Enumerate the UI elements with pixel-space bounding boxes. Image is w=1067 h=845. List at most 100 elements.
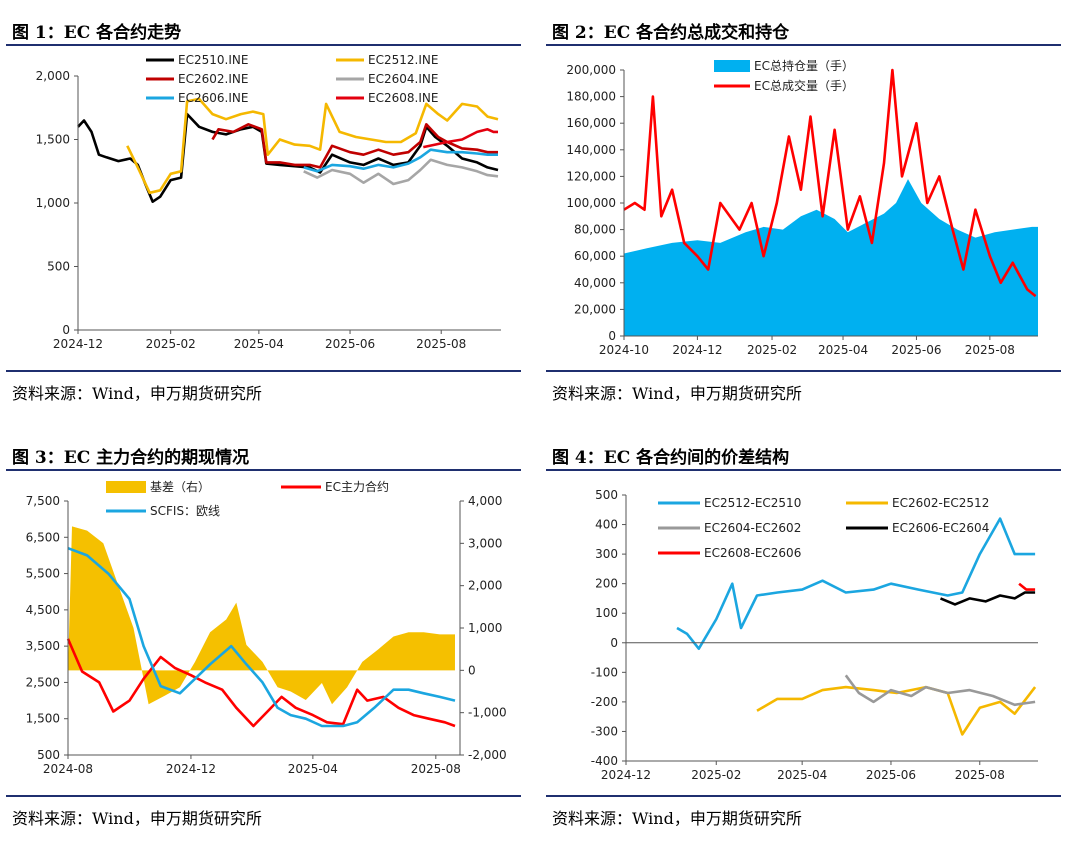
source-rule xyxy=(546,795,1061,797)
x-tick-label: 2024-10 xyxy=(599,343,649,357)
chart-panel-3: 图 3：EC 主力合约的期现情况 500 1,500 2,500 3,500 4,500… xyxy=(6,425,521,845)
source-rule xyxy=(546,370,1061,372)
y2-tick-label: -1,000 xyxy=(468,706,507,720)
x-tick-label: 2025-04 xyxy=(777,768,827,782)
series-line xyxy=(303,148,498,173)
legend-label: EC2606.INE xyxy=(178,91,248,105)
y-tick-label: 120,000 xyxy=(566,169,616,183)
chart-plot: -400 -300 -200 -100 0 100 200 300 400 500 2024-12 2… xyxy=(591,488,1038,782)
series-line xyxy=(623,68,1037,298)
y-tick-label: 80,000 xyxy=(574,223,616,237)
title-rule xyxy=(546,469,1061,471)
legend-label: SCFIS：欧线 xyxy=(150,504,220,518)
y2-tick-label: 3,000 xyxy=(468,536,502,550)
y-tick-label: 200 xyxy=(595,577,618,591)
series-line xyxy=(940,591,1036,606)
series-line xyxy=(676,517,1036,650)
x-tick-label: 2025-04 xyxy=(288,762,338,776)
chart-title: 图 4：EC 各合约间的价差结构 xyxy=(552,448,790,468)
chart-plot: 0 500 1,000 1,500 2,000 2024-12 2025-02 2025-04… xyxy=(36,53,501,351)
series-area xyxy=(624,179,1038,336)
x-tick-label: 2025-06 xyxy=(325,337,375,351)
y-tick-label: 1,000 xyxy=(36,196,70,210)
x-tick-label: 2025-02 xyxy=(691,768,741,782)
y-tick-label: 160,000 xyxy=(566,116,616,130)
y-tick-label: 40,000 xyxy=(574,276,616,290)
source-rule xyxy=(6,795,521,797)
x-tick-label: 2025-08 xyxy=(416,337,466,351)
y-tick-label: 5,500 xyxy=(26,567,60,581)
y-tick-label: 100 xyxy=(595,606,618,620)
title-rule xyxy=(6,469,521,471)
x-tick-label: 2024-12 xyxy=(672,343,722,357)
legend-label: EC2606-EC2604 xyxy=(892,521,989,535)
chart-panel-2: 图 2：EC 各合约总成交和持仓 0 20,000 40,000 60,000 80,0… xyxy=(546,0,1061,420)
y-tick-label: 3,500 xyxy=(26,639,60,653)
x-tick-label: 2025-08 xyxy=(965,343,1015,357)
legend-swatch xyxy=(714,60,750,72)
legend-label: EC总持仓量（手） xyxy=(754,58,854,73)
y-tick-label: 0 xyxy=(62,323,70,337)
x-tick-label: 2025-04 xyxy=(234,337,284,351)
legend-label: EC2602-EC2512 xyxy=(892,496,989,510)
legend-label: EC2604.INE xyxy=(368,72,438,86)
y-tick-label: 2,000 xyxy=(36,69,70,83)
y2-tick-label: -2,000 xyxy=(468,748,507,762)
y2-tick-label: 2,000 xyxy=(468,579,502,593)
y-tick-label: 2,500 xyxy=(26,675,60,689)
y-tick-label: -200 xyxy=(591,695,618,709)
x-tick-label: 2025-02 xyxy=(146,337,196,351)
legend-label: EC总成交量（手） xyxy=(754,78,854,93)
series-line xyxy=(756,685,1037,736)
y2-tick-label: 0 xyxy=(468,663,476,677)
x-tick-label: 2025-02 xyxy=(747,343,797,357)
y-tick-label: 7,500 xyxy=(26,494,60,508)
series-line xyxy=(67,546,456,728)
series-line xyxy=(77,112,499,203)
y-tick-label: 180,000 xyxy=(566,90,616,104)
y-tick-label: 0 xyxy=(610,636,618,650)
y-tick-label: 60,000 xyxy=(574,249,616,263)
x-tick-label: 2024-12 xyxy=(53,337,103,351)
x-tick-label: 2025-04 xyxy=(818,343,868,357)
chart-panel-4: 图 4：EC 各合约间的价差结构 -400 -300 -200 -100 0 100 200… xyxy=(546,425,1061,845)
y-tick-label: 1,500 xyxy=(36,133,70,147)
source-note: 资料来源：Wind，申万期货研究所 xyxy=(12,384,262,403)
series-line xyxy=(423,128,498,149)
legend-swatch xyxy=(106,481,146,493)
y-tick-label: 4,500 xyxy=(26,603,60,617)
x-tick-label: 2025-08 xyxy=(955,768,1005,782)
source-note: 资料来源：Wind，申万期货研究所 xyxy=(552,384,802,403)
title-rule xyxy=(6,44,521,46)
chart-title: 图 1：EC 各合约走势 xyxy=(12,23,182,43)
y-tick-label: 1,500 xyxy=(26,712,60,726)
y-tick-label: 100,000 xyxy=(566,196,616,210)
chart-panel-1: 图 1：EC 各合约走势 0 500 1,000 1,500 2,000 2024-12 2… xyxy=(6,0,521,420)
y-tick-label: -100 xyxy=(591,665,618,679)
legend-label: EC2604-EC2602 xyxy=(704,521,801,535)
x-tick-label: 2025-06 xyxy=(891,343,941,357)
y-tick-label: 140,000 xyxy=(566,143,616,157)
x-tick-label: 2024-12 xyxy=(166,762,216,776)
y-tick-label: 200,000 xyxy=(566,63,616,77)
chart-plot: 0 20,000 40,000 60,000 80,000 100,000 120,000 1… xyxy=(566,58,1038,357)
series-line xyxy=(844,674,1036,707)
y-tick-label: -300 xyxy=(591,724,618,738)
series-line xyxy=(126,97,499,195)
y-tick-label: 400 xyxy=(595,518,618,532)
x-tick-label: 2024-08 xyxy=(43,762,93,776)
legend-label: EC2608-EC2606 xyxy=(704,546,801,560)
chart-title: 图 2：EC 各合约总成交和持仓 xyxy=(552,23,790,43)
x-tick-label: 2024-12 xyxy=(601,768,651,782)
title-rule xyxy=(546,44,1061,46)
y-tick-label: 300 xyxy=(595,547,618,561)
y-tick-label: 6,500 xyxy=(26,530,60,544)
legend-label: EC2510.INE xyxy=(178,53,248,67)
legend-label: EC2512-EC2510 xyxy=(704,496,801,510)
legend-label: 基差（右） xyxy=(150,479,210,494)
source-note: 资料来源：Wind，申万期货研究所 xyxy=(12,809,262,828)
source-note: 资料来源：Wind，申万期货研究所 xyxy=(552,809,802,828)
series-line xyxy=(1018,582,1036,591)
legend-label: EC2512.INE xyxy=(368,53,438,67)
y-tick-label: 20,000 xyxy=(574,302,616,316)
